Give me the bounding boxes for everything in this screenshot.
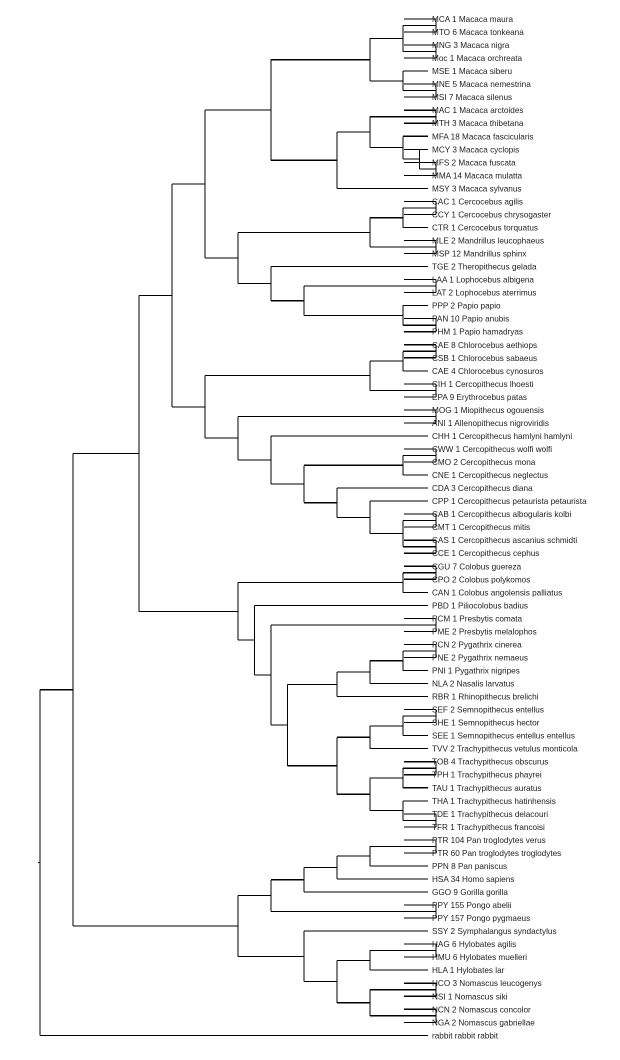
leaf-label: MAC 1 Macaca arctoides bbox=[432, 106, 523, 115]
leaf-label: MTH 3 Macaca thibetana bbox=[432, 119, 524, 128]
leaf-label: TAU 1 Trachypithecus auratus bbox=[432, 784, 542, 793]
leaf-label: SSY 2 Symphalangus syndactylus bbox=[432, 927, 557, 936]
leaf-label: PAN 10 Papio anubis bbox=[432, 315, 509, 324]
leaf-label: TPH 1 Trachypithecus phayrei bbox=[432, 771, 542, 780]
leaf-label: MNE 5 Macaca nemestrina bbox=[432, 80, 531, 89]
leaf-label: TOB 4 Trachypithecus obscurus bbox=[432, 758, 548, 767]
leaf-label: CDA 3 Cercopithecus diana bbox=[432, 484, 533, 493]
leaf-label: CPP 1 Cercopithecus petaurista petaurist… bbox=[432, 497, 587, 506]
leaf-label: PTR 104 Pan troglodytes verus bbox=[432, 836, 546, 845]
tree-branches bbox=[38, 18, 437, 1036]
leaf-label: ANI 1 Allenopithecus nigroviridis bbox=[432, 419, 549, 428]
leaf-label: PPN 8 Pan paniscus bbox=[432, 862, 507, 871]
leaf-label: HMU 6 Hylobates muelleri bbox=[432, 953, 527, 962]
leaf-label: CSB 1 Chlorocebus sabaeus bbox=[432, 354, 537, 363]
leaf-label: NSI 1 Nomascus siki bbox=[432, 992, 508, 1001]
leaf-label: NCN 2 Nomascus concolor bbox=[432, 1005, 531, 1014]
leaf-label: EPA 9 Erythrocebus patas bbox=[432, 393, 527, 402]
leaf-label: CCE 1 Cercopithecus cephus bbox=[432, 549, 539, 558]
leaf-label: MSY 3 Macaca sylvanus bbox=[432, 184, 522, 193]
leaf-label: PNE 2 Pygathrix nemaeus bbox=[432, 653, 528, 662]
leaf-label: NLA 2 Nasalis larvatus bbox=[432, 680, 514, 689]
leaf-label: SHE 1 Semnopithecus hector bbox=[432, 719, 540, 728]
leaf-label: RBR 1 Rhinopithecus brelichi bbox=[432, 693, 539, 702]
leaf-label: CAN 1 Colobus angolensis palliatus bbox=[432, 588, 562, 597]
leaf-label: NGA 2 Nomascus gabriellae bbox=[432, 1018, 535, 1027]
leaf-label: MSP 12 Mandrillus sphinx bbox=[432, 250, 527, 259]
leaf-label: PTR 60 Pan troglodytes troglodytes bbox=[432, 849, 561, 858]
leaf-label: TGE 2 Theropithecus gelada bbox=[432, 263, 537, 272]
leaf-label: PBD 1 Piliocolobus badius bbox=[432, 601, 528, 610]
leaf-label: MSE 1 Macaca siberu bbox=[432, 67, 513, 76]
leaf-label: PPP 2 Papio papio bbox=[432, 302, 501, 311]
leaf-label: Moc 1 Macaca orchreata bbox=[432, 54, 523, 63]
leaf-label: PCN 2 Pygathrix cinerea bbox=[432, 640, 522, 649]
leaf-label: CIH 1 Cercopithecus lhoesti bbox=[432, 380, 534, 389]
leaf-label: rabbit rabbit rabbit bbox=[432, 1031, 499, 1040]
leaf-label: TFR 1 Trachypithecus francoisi bbox=[432, 823, 545, 832]
leaf-label: CNE 1 Cercopithecus neglectus bbox=[432, 471, 548, 480]
leaf-label: CHH 1 Cercopithecus hamlyni hamlyni bbox=[432, 432, 572, 441]
leaf-label: LAA 1 Lophocebus albigena bbox=[432, 276, 534, 285]
leaf-label: CPO 2 Colobus polykomos bbox=[432, 575, 530, 584]
leaf-label: PPY 157 Pongo pygmaeus bbox=[432, 914, 530, 923]
leaf-label: HLA 1 Hylobates lar bbox=[432, 966, 505, 975]
leaf-label: MFA 18 Macaca fascicularis bbox=[432, 132, 533, 141]
leaf-label: HAG 6 Hylobates agilis bbox=[432, 940, 516, 949]
leaf-label: PNI 1 Pygathrix nigripes bbox=[432, 667, 520, 676]
leaf-label: MCY 3 Macaca cyclopis bbox=[432, 145, 519, 154]
leaf-label: CTR 1 Cercocebus torquatus bbox=[432, 223, 538, 232]
leaf-label: CAS 1 Cercopithecus ascanius schmidti bbox=[432, 536, 577, 545]
leaf-label: CCY 1 Cercocebus chrysogaster bbox=[432, 210, 551, 219]
leaf-label: MSI 7 Macaca silenus bbox=[432, 93, 512, 102]
leaf-label: MMA 14 Macaca mulatta bbox=[432, 171, 523, 180]
leaf-label: CAC 1 Cercocebus agilis bbox=[432, 197, 523, 206]
leaf-label: CAE 4 Chlorocebus cynosuros bbox=[432, 367, 544, 376]
leaf-label: MOG 1 Miopithecus ogouensis bbox=[432, 406, 544, 415]
leaf-label: CMO 2 Cercopithecus mona bbox=[432, 458, 536, 467]
leaf-label: CGU 7 Colobus guereza bbox=[432, 562, 522, 571]
leaf-label: GGO 9 Gorilla gorilla bbox=[432, 888, 508, 897]
leaf-label: TDE 1 Trachypithecus delacouri bbox=[432, 810, 548, 819]
leaf-label: HSA 34 Homo sapiens bbox=[432, 875, 514, 884]
leaf-labels: MCA 1 Macaca maura MTO 6 Macaca tonkeana M… bbox=[432, 15, 587, 1040]
leaf-label: PCM 1 Presbytis comata bbox=[432, 614, 523, 623]
leaf-label: SEE 1 Semnopithecus entellus entellus bbox=[432, 732, 575, 741]
leaf-label: CAB 1 Cercopithecus albogularis kolbi bbox=[432, 510, 571, 519]
leaf-label: CAE 8 Chlorocebus aethiops bbox=[432, 341, 537, 350]
leaf-label: PME 2 Presbytis melalophos bbox=[432, 627, 537, 636]
leaf-label: THA 1 Trachypithecus hatinhensis bbox=[432, 797, 556, 806]
leaf-label: MFS 2 Macaca fuscata bbox=[432, 158, 516, 167]
leaf-label: PPY 155 Pongo abelii bbox=[432, 901, 512, 910]
leaf-label: CWW 1 Cercopithecus wolfi wolfi bbox=[432, 445, 552, 454]
leaf-label: TVV 2 Trachypithecus vetulus monticola bbox=[432, 745, 578, 754]
leaf-label: MLE 2 Mandrillus leucophaeus bbox=[432, 237, 544, 246]
leaf-label: MNG 3 Macaca nigra bbox=[432, 41, 510, 50]
leaf-label: MCA 1 Macaca maura bbox=[432, 15, 513, 24]
leaf-label: CMT 1 Cercopithecus mitis bbox=[432, 523, 530, 532]
leaf-label: SEF 2 Semnopithecus entellus bbox=[432, 706, 544, 715]
leaf-label: HCO 3 Nomascus leucogenys bbox=[432, 979, 542, 988]
leaf-label: PHM 1 Papio hamadryas bbox=[432, 328, 523, 337]
leaf-label: LAT 2 Lophocebus aterrimus bbox=[432, 289, 536, 298]
leaf-label: MTO 6 Macaca tonkeana bbox=[432, 28, 524, 37]
